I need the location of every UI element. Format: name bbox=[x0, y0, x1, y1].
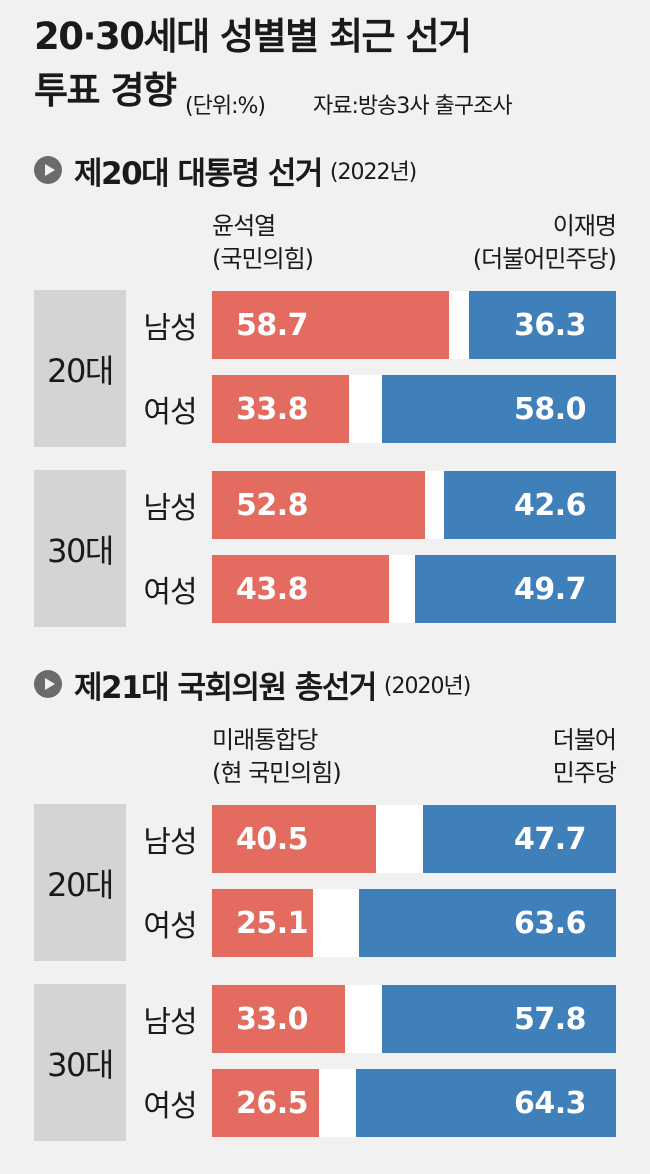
left-bar: 33.8 bbox=[212, 375, 349, 443]
right-bar: 57.8 bbox=[382, 985, 616, 1053]
gender-label: 여성 bbox=[143, 909, 197, 944]
right-bar: 36.3 bbox=[469, 291, 616, 359]
section-header: 제21대 국회의원 총선거 (2020년) bbox=[34, 664, 471, 706]
left-value-label: 52.8 bbox=[236, 487, 309, 523]
section-year: (2020년) bbox=[383, 674, 471, 699]
gender-label: 남성 bbox=[143, 491, 197, 526]
left-party-line: 윤석열 bbox=[212, 212, 276, 240]
gender-label: 여성 bbox=[143, 575, 197, 610]
left-bar: 52.8 bbox=[212, 471, 425, 539]
left-value-label: 40.5 bbox=[236, 821, 309, 857]
unit-label: (단위:%) bbox=[185, 94, 266, 119]
right-value-label: 47.7 bbox=[513, 821, 587, 857]
right-value-label: 57.8 bbox=[513, 1001, 587, 1037]
section-title: 제21대 국회의원 총선거 bbox=[74, 669, 377, 706]
right-bar: 64.3 bbox=[356, 1069, 616, 1137]
gender-label: 남성 bbox=[143, 311, 197, 346]
right-bar: 63.6 bbox=[359, 889, 616, 957]
right-value-label: 36.3 bbox=[513, 307, 587, 343]
right-party-line: 민주당 bbox=[552, 759, 617, 787]
left-value-label: 43.8 bbox=[236, 571, 309, 607]
right-value-label: 58.0 bbox=[513, 391, 587, 427]
right-bar: 42.6 bbox=[444, 471, 616, 539]
left-value-label: 33.8 bbox=[236, 391, 309, 427]
right-value-label: 64.3 bbox=[513, 1085, 587, 1121]
right-value-label: 42.6 bbox=[513, 487, 587, 523]
left-value-label: 25.1 bbox=[236, 905, 309, 941]
left-party-label: 미래통합당 (현 국민의힘) bbox=[212, 724, 342, 790]
left-bar: 25.1 bbox=[212, 889, 313, 957]
left-bar: 26.5 bbox=[212, 1069, 319, 1137]
right-value-label: 49.7 bbox=[513, 571, 587, 607]
age-group-label: 30대 bbox=[34, 984, 126, 1141]
source-label: 자료:방송3사 출구조사 bbox=[313, 94, 513, 119]
chart-title: 20·30세대 성별별 최근 선거 bbox=[34, 15, 472, 58]
age-group-label: 20대 bbox=[34, 290, 126, 447]
left-bar: 40.5 bbox=[212, 805, 376, 873]
gender-label: 여성 bbox=[143, 1089, 197, 1124]
gender-label: 남성 bbox=[143, 825, 197, 860]
gender-label: 남성 bbox=[143, 1005, 197, 1040]
left-value-label: 58.7 bbox=[236, 307, 309, 343]
left-party-line: (국민의힘) bbox=[212, 245, 314, 273]
left-party-label: 윤석열 (국민의힘) bbox=[212, 210, 314, 276]
right-party-line: 이재명 bbox=[552, 212, 617, 240]
left-party-line: 미래통합당 bbox=[212, 726, 318, 754]
left-bar: 58.7 bbox=[212, 291, 449, 359]
age-group-label: 20대 bbox=[34, 804, 126, 961]
play-icon bbox=[34, 670, 62, 698]
chart-title-line2: 투표 경향 bbox=[34, 69, 177, 112]
gender-label: 여성 bbox=[143, 395, 197, 430]
left-value-label: 33.0 bbox=[236, 1001, 309, 1037]
right-bar: 58.0 bbox=[382, 375, 616, 443]
section-title: 제20대 대통령 선거 bbox=[74, 155, 323, 192]
left-value-label: 26.5 bbox=[236, 1085, 309, 1121]
right-party-label: 이재명 (더불어민주당) bbox=[472, 210, 617, 276]
right-party-line: 더불어 bbox=[552, 726, 617, 754]
right-bar: 47.7 bbox=[423, 805, 616, 873]
section-year: (2022년) bbox=[329, 160, 417, 185]
right-bar: 49.7 bbox=[415, 555, 616, 623]
section-header: 제20대 대통령 선거 (2022년) bbox=[34, 150, 417, 192]
age-group-label: 30대 bbox=[34, 470, 126, 627]
play-icon bbox=[34, 156, 62, 184]
right-party-line: (더불어민주당) bbox=[472, 245, 617, 273]
left-bar: 33.0 bbox=[212, 985, 345, 1053]
left-party-line: (현 국민의힘) bbox=[212, 759, 342, 787]
left-bar: 43.8 bbox=[212, 555, 389, 623]
right-value-label: 63.6 bbox=[513, 905, 587, 941]
